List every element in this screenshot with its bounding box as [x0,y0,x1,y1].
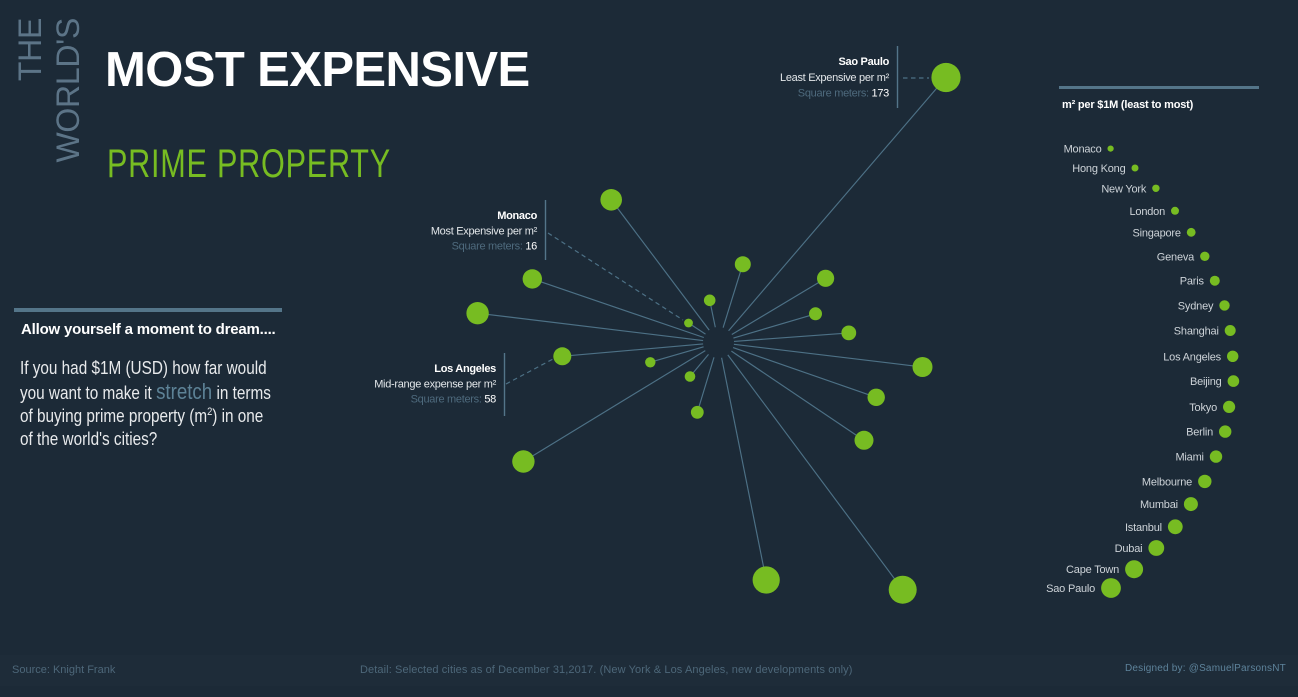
svg-text:Sao Paulo: Sao Paulo [839,56,890,68]
svg-text:Square meters: 173: Square meters: 173 [798,88,889,100]
svg-text:Paris: Paris [1180,276,1205,288]
svg-text:Miami: Miami [1175,452,1203,464]
svg-text:Hong Kong: Hong Kong [1072,163,1125,175]
svg-text:Least Expensive per m²: Least Expensive per m² [780,72,890,84]
svg-text:Square meters: 58: Square meters: 58 [411,394,497,406]
svg-text:Los Angeles: Los Angeles [434,363,496,375]
svg-text:Dubai: Dubai [1115,543,1143,555]
svg-text:Mid-range expense per m²: Mid-range expense per m² [374,379,496,391]
svg-text:Beijing: Beijing [1190,376,1222,388]
svg-text:Sao Paulo: Sao Paulo [1046,583,1095,595]
svg-text:Most Expensive per m²: Most Expensive per m² [431,226,538,238]
svg-text:Cape Town: Cape Town [1066,564,1119,576]
svg-text:London: London [1129,206,1165,218]
svg-text:Monaco: Monaco [1064,144,1102,156]
svg-text:Los Angeles: Los Angeles [1163,351,1221,363]
svg-text:Monaco: Monaco [497,210,537,222]
svg-text:Berlin: Berlin [1186,427,1213,439]
svg-text:Istanbul: Istanbul [1125,522,1162,534]
svg-text:Geneva: Geneva [1157,251,1195,263]
svg-text:Square meters: 16: Square meters: 16 [452,241,538,253]
svg-text:Melbourne: Melbourne [1142,476,1192,488]
svg-text:Sydney: Sydney [1178,300,1214,312]
svg-text:New York: New York [1101,183,1147,195]
svg-text:Mumbai: Mumbai [1140,499,1178,511]
svg-text:Shanghai: Shanghai [1174,326,1219,338]
svg-text:Singapore: Singapore [1132,227,1180,239]
svg-text:Tokyo: Tokyo [1189,402,1217,414]
